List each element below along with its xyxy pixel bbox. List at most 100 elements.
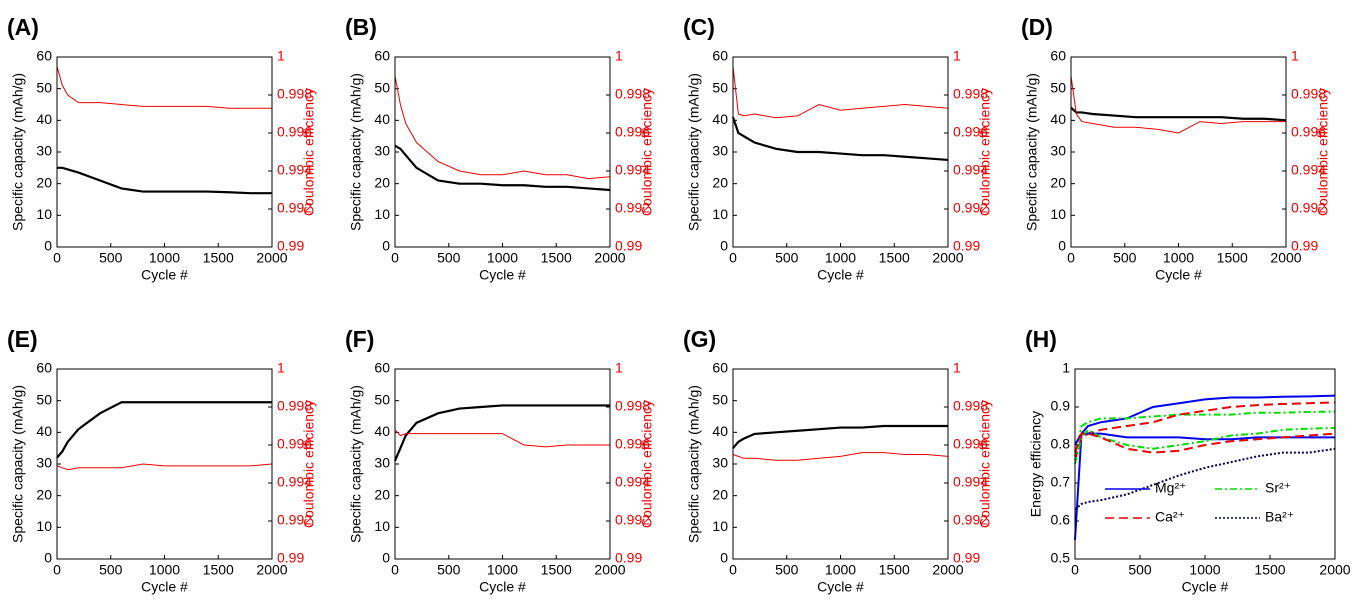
plot-frame (1074, 368, 1336, 560)
y-tick-label: 60 (36, 360, 52, 376)
data-line (56, 401, 272, 459)
data-line (732, 66, 949, 119)
data-line (394, 75, 611, 180)
y2-tick-label: 0.992 (277, 200, 312, 216)
x-tick-label: 0 (53, 562, 61, 578)
y-tick-label: 0 (44, 238, 52, 254)
y-tick-label: 30 (36, 455, 52, 471)
y2-tick-label: 0.994 (1291, 162, 1326, 178)
y-tick-label: 30 (1050, 143, 1066, 159)
x-tick-label: 500 (775, 250, 799, 266)
y2-tick-label: 0.99 (277, 550, 304, 566)
data-line (1074, 432, 1336, 454)
y-tick-label: 50 (374, 79, 390, 95)
y-tick-label: 0 (382, 238, 390, 254)
y-tick-label: 50 (374, 391, 390, 407)
x-tick-label: 500 (437, 562, 461, 578)
y2-tick-label: 0.998 (1291, 86, 1326, 102)
y-tick-label: 0 (44, 550, 52, 566)
data-line (1074, 432, 1335, 446)
legend-label: Mg²⁺ (1155, 480, 1187, 496)
x-tick-label: 0 (729, 250, 737, 266)
y-tick-label: 50 (712, 79, 728, 95)
data-line (1074, 401, 1336, 461)
panel-label: (G) (683, 326, 716, 352)
y-tick-label: 60 (1050, 48, 1066, 64)
y-tick-label: 30 (374, 143, 390, 159)
y-tick-label: 0 (720, 238, 728, 254)
plot-frame (56, 368, 273, 560)
y2-tick-label: 0.998 (953, 86, 988, 102)
x-tick-label: 1000 (149, 562, 180, 578)
data-line (732, 424, 948, 449)
x-axis-label: Cycle # (1182, 579, 1229, 595)
y2-tick-label: 0.99 (953, 238, 980, 254)
plot-frame (394, 368, 611, 560)
x-axis-label: Cycle # (1155, 267, 1202, 283)
y2-tick-label: 0.99 (615, 238, 642, 254)
y-tick-label: 0 (720, 550, 728, 566)
y2-tick-label: 0.994 (953, 474, 988, 490)
y-tick-label: 10 (374, 206, 390, 222)
x-tick-label: 1000 (487, 250, 518, 266)
plot-frame (394, 56, 611, 248)
y-tick-label: 50 (36, 79, 52, 95)
y2-tick-label: 0.99 (615, 550, 642, 566)
legend-label: Ba²⁺ (1265, 509, 1294, 525)
y2-axis-label: Coulombic efficiency (639, 88, 655, 216)
x-tick-label: 1000 (825, 250, 856, 266)
x-tick-label: 1500 (541, 250, 572, 266)
data-line (731, 116, 949, 162)
data-line (1070, 106, 1287, 122)
y2-tick-label: 1 (277, 360, 285, 376)
y2-axis-label: Coulombic efficiency (1315, 88, 1331, 216)
y2-tick-label: 0.996 (1291, 124, 1326, 140)
x-tick-label: 500 (99, 250, 123, 266)
y-tick-label: 40 (1050, 111, 1066, 127)
x-tick-label: 1500 (203, 562, 234, 578)
y2-tick-label: 0.998 (277, 86, 312, 102)
y-tick-label: 0.9 (1051, 398, 1071, 414)
data-line (394, 144, 611, 192)
y2-tick-label: 0.994 (277, 162, 312, 178)
x-tick-label: 2000 (594, 562, 625, 578)
y-tick-label: 10 (36, 206, 52, 222)
x-axis-label: Cycle # (817, 267, 864, 283)
x-axis-label: Cycle # (479, 579, 526, 595)
y-tick-label: 20 (374, 486, 390, 502)
y-tick-label: 20 (712, 174, 728, 190)
y2-tick-label: 0.99 (277, 238, 304, 254)
y-tick-label: 0.5 (1051, 550, 1071, 566)
y-tick-label: 40 (36, 111, 52, 127)
x-tick-label: 0 (391, 250, 399, 266)
y2-tick-label: 0.99 (1291, 238, 1318, 254)
y2-tick-label: 1 (277, 48, 285, 64)
x-tick-label: 2000 (256, 562, 287, 578)
y-tick-label: 20 (1050, 174, 1066, 190)
data-line (732, 452, 949, 461)
y-tick-label: 60 (712, 360, 728, 376)
y-axis-label: Specific capacity (mAh/g) (10, 73, 26, 231)
x-tick-label: 1000 (1189, 562, 1220, 578)
y2-tick-label: 0.992 (615, 200, 650, 216)
y-tick-label: 50 (712, 391, 728, 407)
x-tick-label: 2000 (594, 250, 625, 266)
y2-tick-label: 1 (953, 360, 961, 376)
y-tick-label: 10 (374, 518, 390, 534)
data-line (1074, 394, 1336, 541)
y-tick-label: 0.6 (1051, 512, 1071, 528)
x-tick-label: 1500 (203, 250, 234, 266)
y-tick-label: 10 (36, 518, 52, 534)
x-tick-label: 1000 (487, 562, 518, 578)
x-tick-label: 1000 (149, 250, 180, 266)
y2-tick-label: 0.996 (277, 436, 312, 452)
y-tick-label: 0 (1058, 238, 1066, 254)
panel-label: (B) (345, 14, 377, 40)
y2-tick-label: 0.996 (953, 124, 988, 140)
y-axis-label: Specific capacity (mAh/g) (10, 385, 26, 543)
y-tick-label: 60 (36, 48, 52, 64)
x-tick-label: 0 (1067, 250, 1075, 266)
y-tick-label: 10 (1050, 206, 1066, 222)
y-tick-label: 30 (712, 455, 728, 471)
